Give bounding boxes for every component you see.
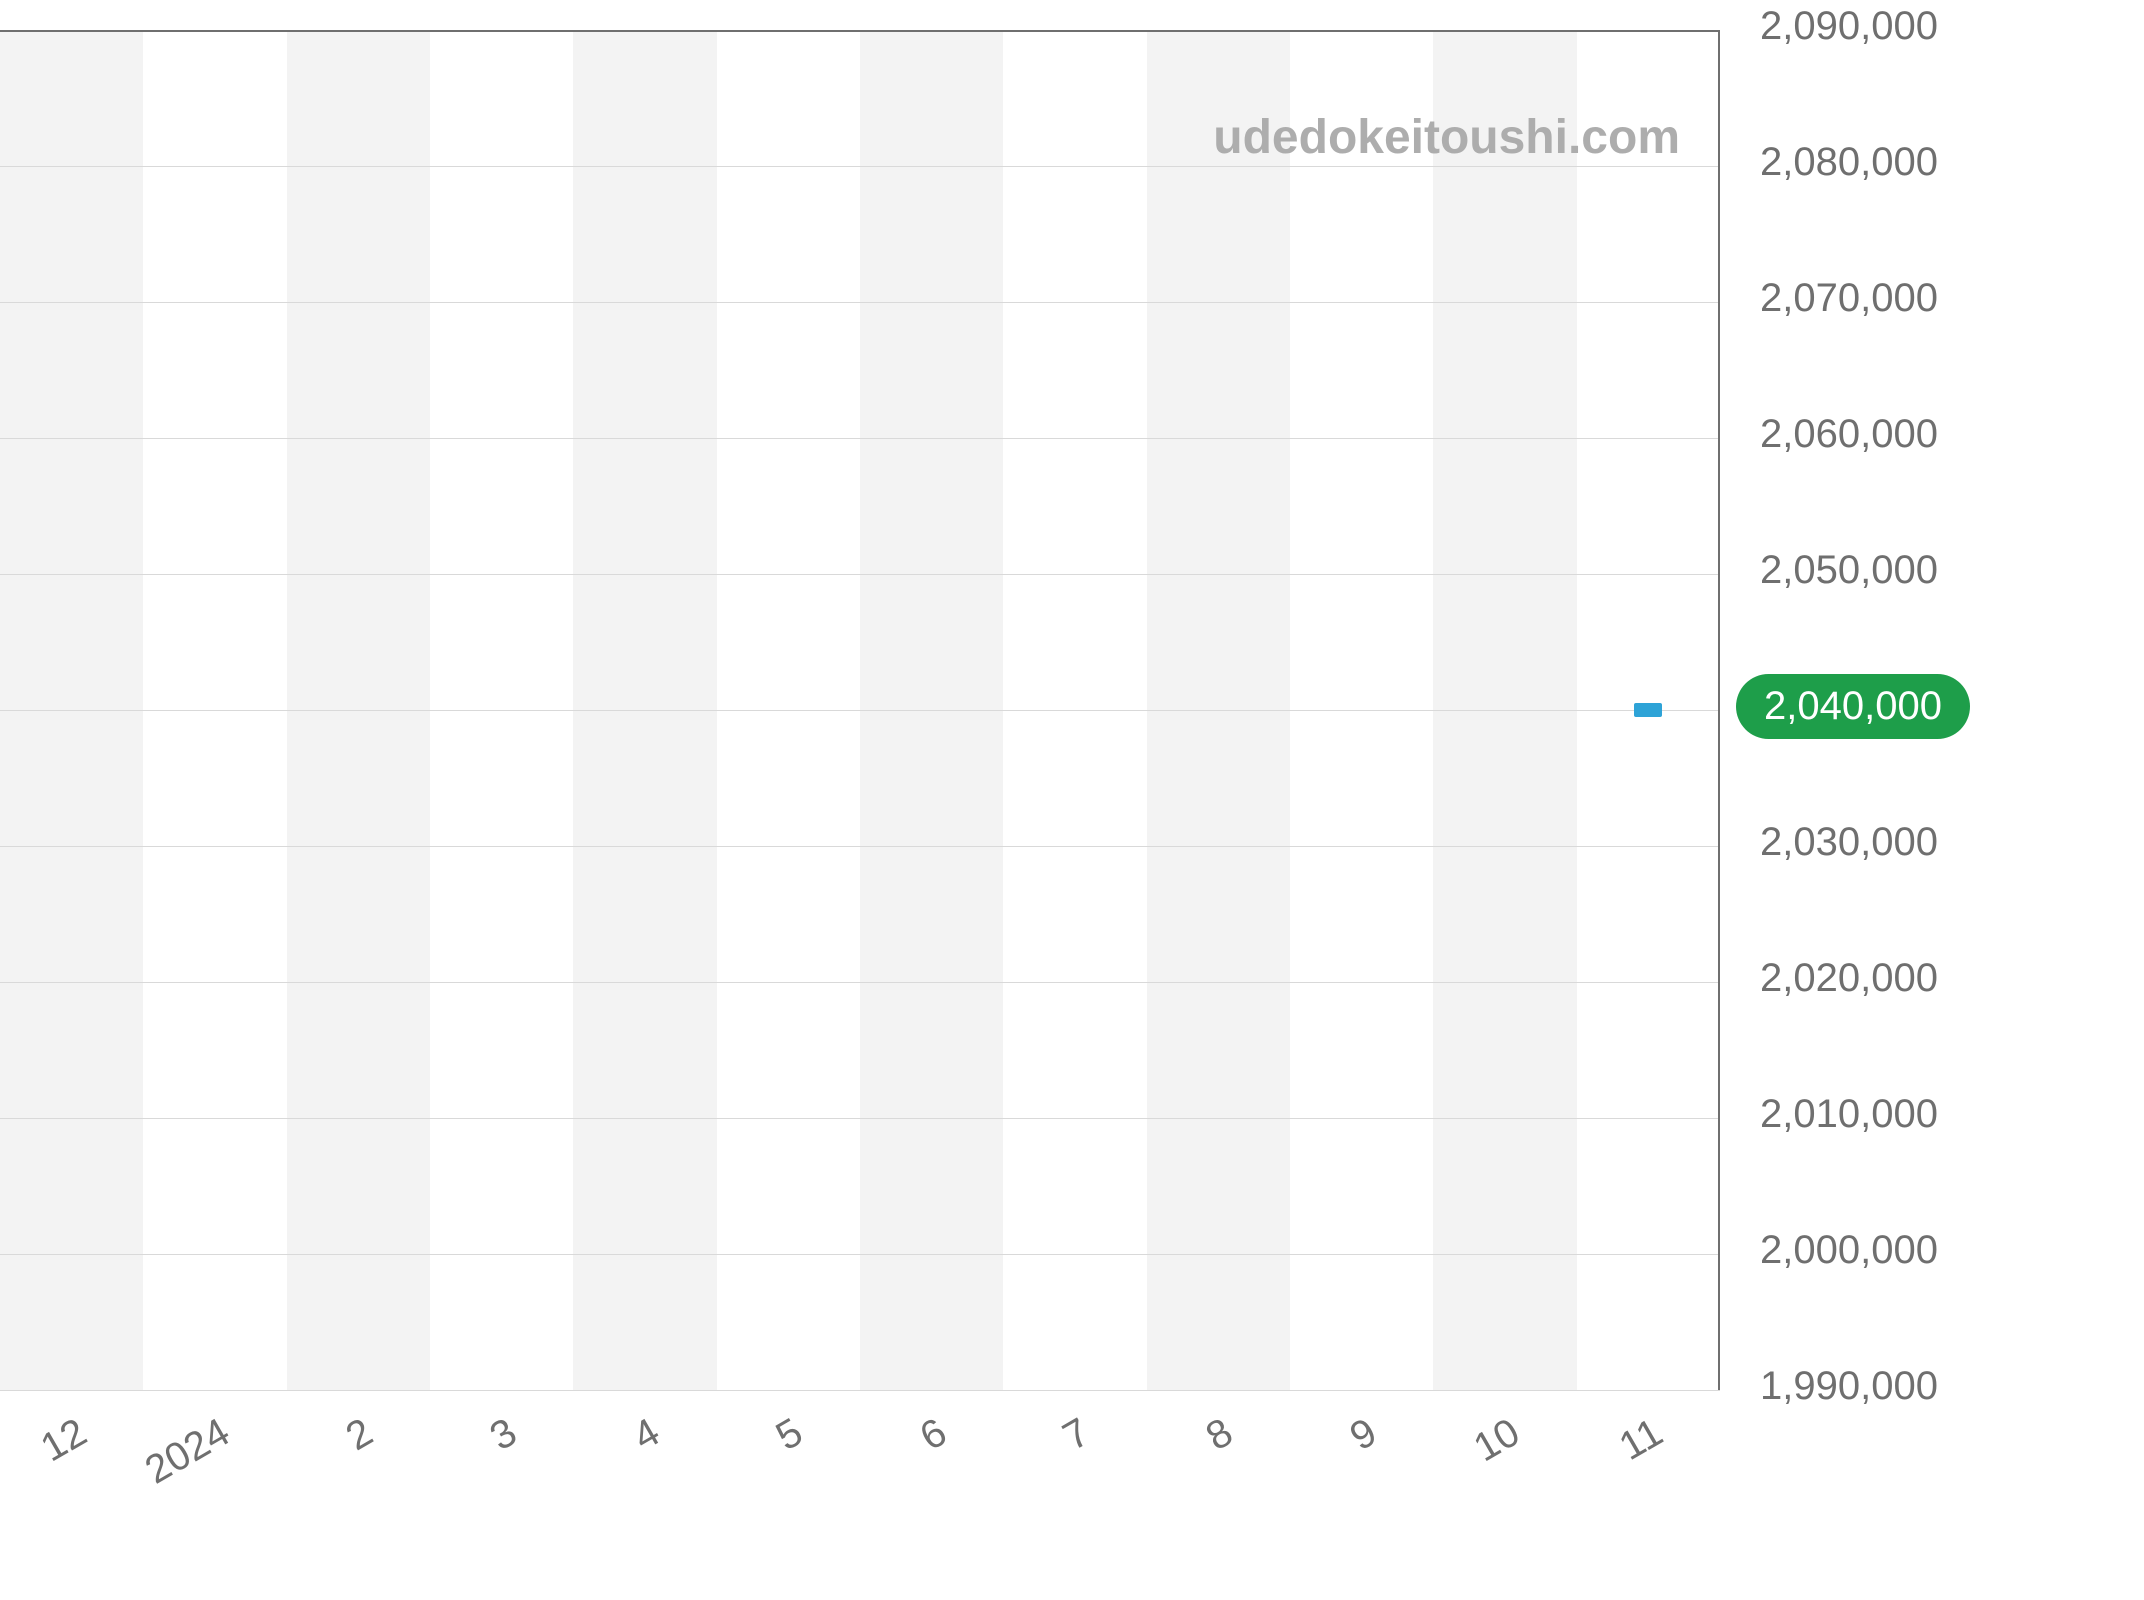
plot-area [0, 30, 1720, 1390]
x-tick-label: 11 [1612, 1410, 1670, 1470]
axis-line-right [1718, 30, 1720, 1390]
x-tick-label: 5 [769, 1410, 811, 1460]
gridline [0, 438, 1720, 439]
gridline [0, 166, 1720, 167]
x-tick-label: 6 [912, 1410, 954, 1460]
x-tick-label: 4 [626, 1410, 668, 1460]
axis-line-top [0, 30, 1720, 32]
gridline [0, 574, 1720, 575]
y-highlight-badge: 2,040,000 [1736, 674, 1970, 739]
y-tick-label: 2,050,000 [1760, 548, 1938, 593]
y-tick-label: 2,060,000 [1760, 412, 1938, 457]
x-tick-label: 10 [1466, 1410, 1527, 1471]
y-tick-label: 2,020,000 [1760, 956, 1938, 1001]
data-point [1634, 703, 1662, 717]
gridline [0, 1390, 1720, 1391]
gridline [0, 846, 1720, 847]
y-tick-label: 2,010,000 [1760, 1092, 1938, 1137]
y-tick-label: 2,030,000 [1760, 820, 1938, 865]
x-tick-label: 2024 [138, 1410, 238, 1493]
y-tick-label: 2,000,000 [1760, 1228, 1938, 1273]
gridline [0, 710, 1720, 711]
x-tick-label: 8 [1199, 1410, 1241, 1460]
price-chart: 1,990,000 2,000,000 2,010,000 2,020,000 2,03… [0, 0, 2144, 1600]
x-tick-label: 7 [1056, 1410, 1098, 1460]
x-tick-label: 9 [1342, 1410, 1384, 1460]
gridline [0, 302, 1720, 303]
gridline [0, 982, 1720, 983]
watermark-text: udedokeitoushi.com [1213, 110, 1680, 165]
gridline [0, 1118, 1720, 1119]
gridline [0, 1254, 1720, 1255]
x-tick-label: 3 [482, 1410, 524, 1460]
x-tick-label: 12 [33, 1410, 94, 1471]
y-tick-label: 1,990,000 [1760, 1364, 1938, 1409]
y-tick-label: 2,070,000 [1760, 276, 1938, 321]
y-tick-label: 2,090,000 [1760, 4, 1938, 49]
x-tick-label: 2 [339, 1410, 381, 1460]
y-tick-label: 2,080,000 [1760, 140, 1938, 185]
